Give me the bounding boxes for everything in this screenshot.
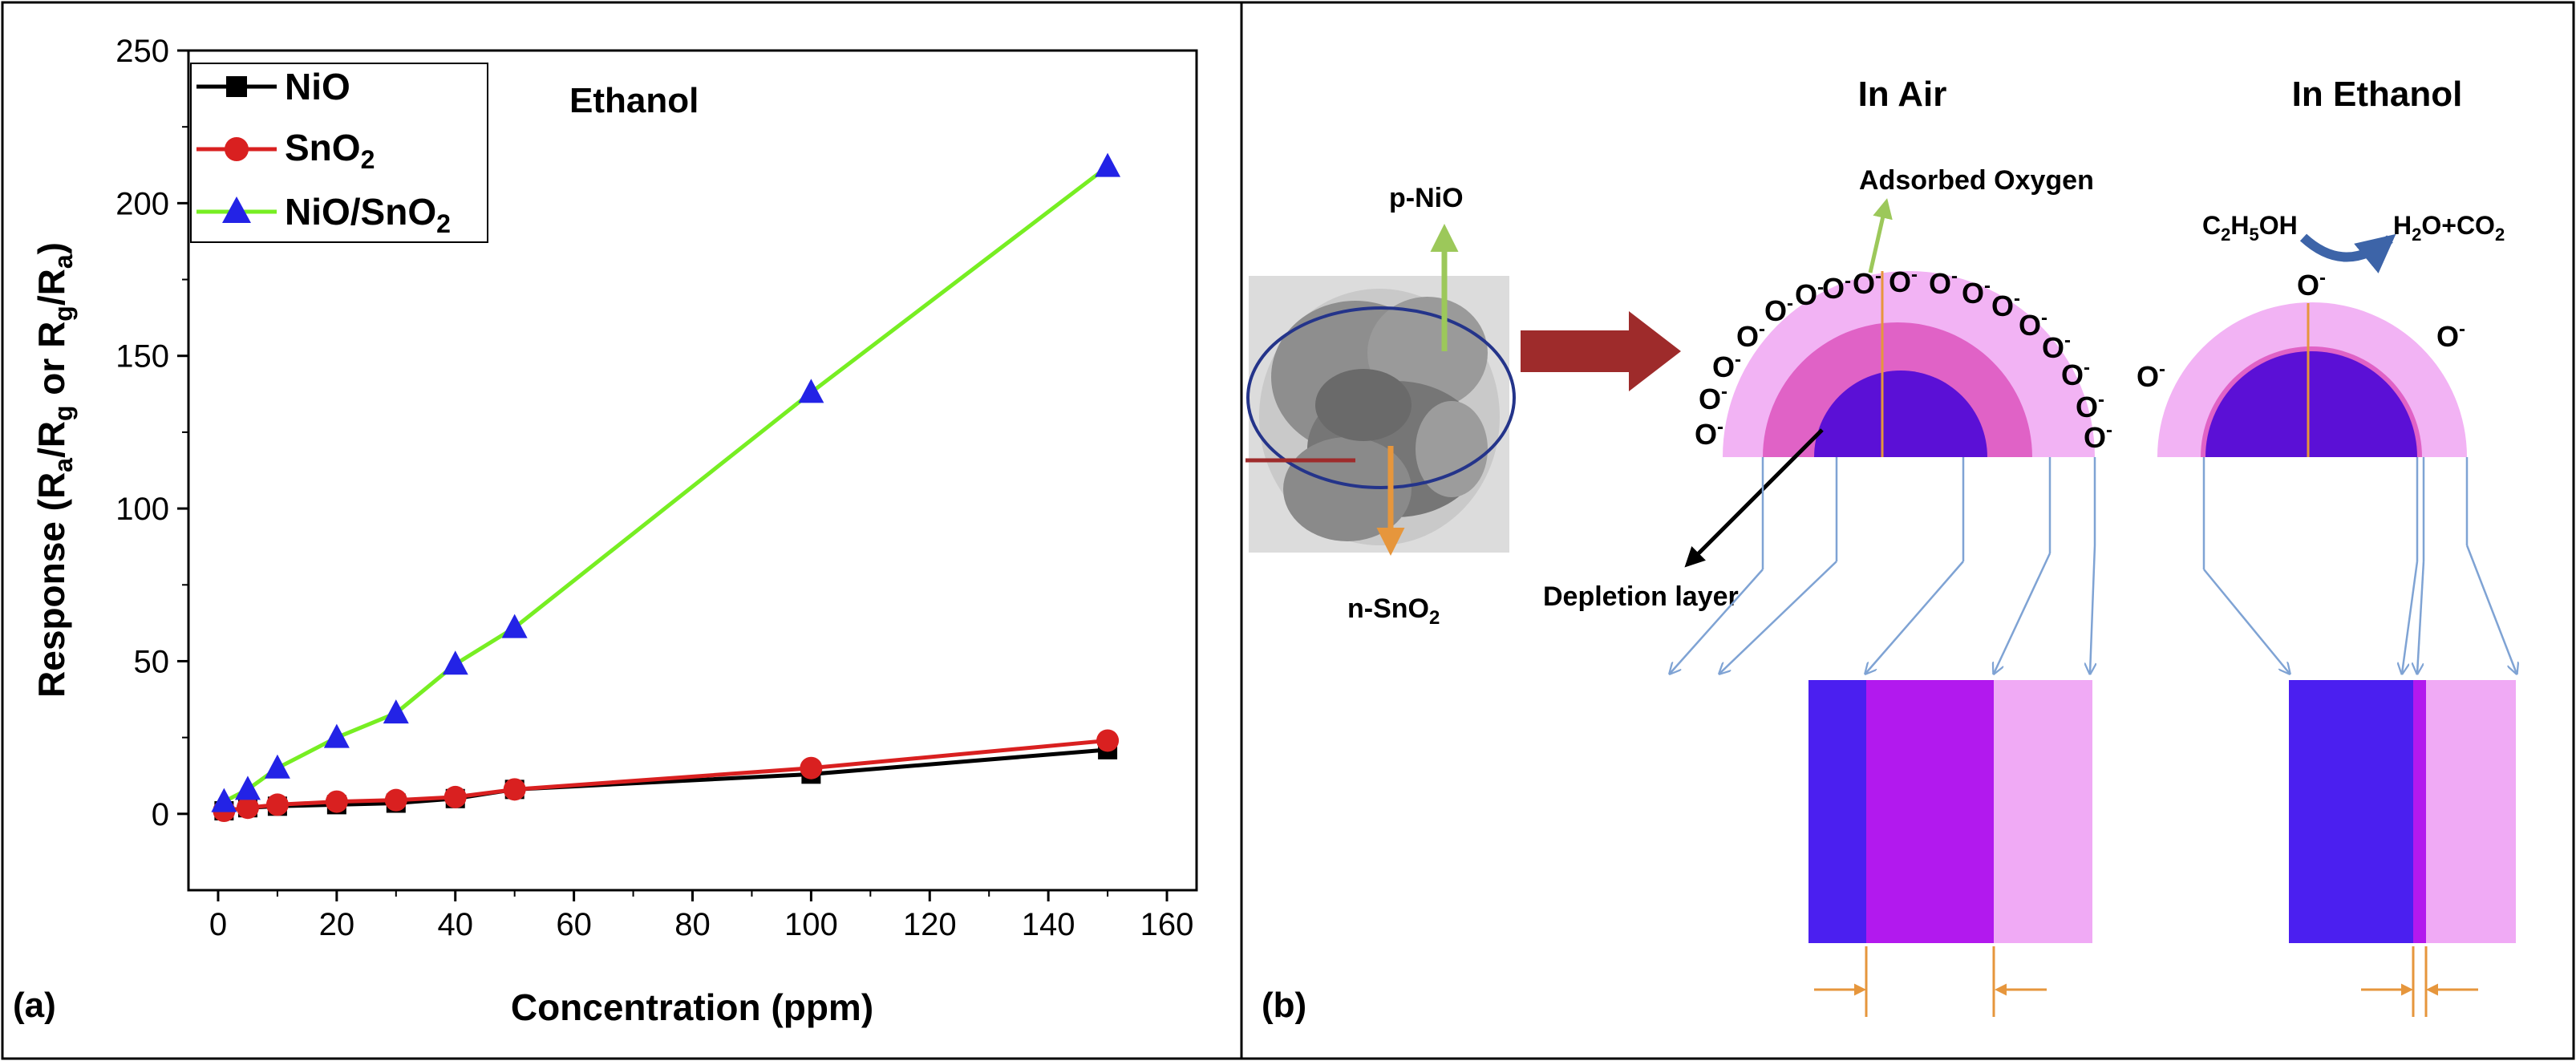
nio-shell-outline xyxy=(1246,306,1516,489)
air-oxygen-ions: O-O-O-O-O- O-O- O- O- O-O-O-O-O-O-O-O- xyxy=(1695,264,2112,454)
transition-arrow xyxy=(1521,311,1681,391)
chart-legend: NiO SnO2 NiO/SnO2 xyxy=(190,63,488,243)
oxygen-ion-label: O- xyxy=(1795,277,1824,311)
data-point-nio-sno2 xyxy=(323,723,350,748)
data-point-sno2 xyxy=(384,788,407,812)
depletion-layer-arrow xyxy=(1684,428,1824,568)
oxygen-ion-label: O- xyxy=(1962,275,1991,310)
p-nio-label: p-NiO xyxy=(1389,183,1464,213)
legend-marker-nio xyxy=(226,76,247,97)
x-tick-label: 80 xyxy=(674,907,711,942)
ethanol-particle xyxy=(2157,302,2467,457)
legend-label-nio: NiO xyxy=(285,66,350,107)
oxygen-ion-label: O- xyxy=(2084,419,2112,454)
air-band-bar xyxy=(1808,680,2092,943)
depletion-layer-label: Depletion layer xyxy=(1543,581,1739,612)
y-tick-label: 50 xyxy=(134,644,170,679)
air-width-indicator xyxy=(1814,946,2047,1017)
x-axis-label: Concentration (ppm) xyxy=(511,986,873,1028)
oxygen-ion-label: O- xyxy=(1695,416,1723,451)
oxygen-ion-label: O- xyxy=(2019,307,2047,342)
ethanol-projection-lines xyxy=(2202,457,2517,674)
data-point-sno2 xyxy=(1096,729,1120,752)
adsorbed-oxygen-label: Adsorbed Oxygen xyxy=(1859,165,2094,196)
data-point-sno2 xyxy=(800,756,823,780)
oxygen-ion-label: O- xyxy=(1889,264,1918,298)
data-point-nio-sno2 xyxy=(442,650,468,675)
x-tick-label: 120 xyxy=(903,907,957,942)
air-projection-lines xyxy=(1670,457,2095,674)
in-ethanol-heading: In Ethanol xyxy=(2292,75,2463,114)
air-core xyxy=(1814,371,1987,457)
oxygen-ion-label: O- xyxy=(1991,288,2020,322)
y-tick-label: 250 xyxy=(115,34,169,69)
y-axis-label: Response (Ra/Rg or Rg/Ra) xyxy=(30,242,78,698)
data-point-sno2 xyxy=(265,793,289,816)
oxygen-ion-label: O- xyxy=(1853,265,1881,300)
oxygen-ion-label: O- xyxy=(2076,389,2104,423)
y-tick-label: 150 xyxy=(115,339,169,375)
data-point-nio-sno2 xyxy=(211,788,237,812)
panel-label-b: (b) xyxy=(1262,986,1306,1025)
in-air-heading: In Air xyxy=(1858,75,1947,114)
oxygen-ion-label: O- xyxy=(1764,293,1793,327)
y-tick-label: 100 xyxy=(115,492,169,527)
oxygen-ion-label: O- xyxy=(1929,265,1958,300)
y-tick-label: 200 xyxy=(115,186,169,221)
legend-marker-nio-sno2 xyxy=(222,196,251,223)
ethanol-core xyxy=(2205,351,2417,457)
oxygen-ion-label: O- xyxy=(2436,318,2465,353)
reaction-curve-arrow xyxy=(2299,233,2396,273)
data-point-nio-sno2 xyxy=(383,699,409,724)
data-point-sno2 xyxy=(444,785,467,808)
legend-label-sno2: SnO2 xyxy=(285,127,375,174)
x-tick-label: 140 xyxy=(1022,907,1075,942)
oxygen-ion-label: O- xyxy=(1712,349,1741,383)
x-tick-label: 100 xyxy=(784,907,838,942)
oxygen-ion-label: O- xyxy=(1736,318,1765,353)
diagram-panel-b: (b) p-NiO n-SnO2 In Air In Ethanol Adsor… xyxy=(1245,75,2517,1025)
oxygen-ion-label: O- xyxy=(2137,358,2165,393)
chart-panel-a: 0 20 40 60 80 100 120 140 160 0 50 100 150 200 250 Eth… xyxy=(13,34,1198,1028)
data-point-nio-sno2 xyxy=(264,754,290,779)
series-line-nio-sno2 xyxy=(223,164,1109,804)
x-tick-label: 60 xyxy=(556,907,592,942)
oxygen-ion-label: O- xyxy=(1822,270,1851,305)
data-point-sno2 xyxy=(236,796,259,820)
x-tick-label: 40 xyxy=(437,907,473,942)
data-point-sno2 xyxy=(503,778,526,801)
oxygen-ion-label: O- xyxy=(2061,357,2090,391)
panel-label-a: (a) xyxy=(13,986,56,1025)
data-point-nio-sno2 xyxy=(501,614,528,638)
product-label: H2O+CO2 xyxy=(2393,211,2505,245)
data-point-nio-sno2 xyxy=(1095,152,1121,177)
data-point-nio-sno2 xyxy=(798,379,824,403)
data-point-nio-sno2 xyxy=(234,776,261,800)
data-point-sno2 xyxy=(325,790,348,813)
ethanol-width-indicator xyxy=(2361,946,2478,1017)
oxygen-ion-label: O- xyxy=(1699,381,1727,415)
reactant-label: C2H5OH xyxy=(2202,211,2298,245)
ethanol-band-bar xyxy=(2289,680,2516,943)
adsorbed-oxygen-arrow xyxy=(1868,198,1893,273)
x-tick-label: 20 xyxy=(319,907,355,942)
sem-particle-image xyxy=(1249,276,1509,553)
air-particle xyxy=(1723,271,2095,457)
legend-label-nio-sno2: NiO/SnO2 xyxy=(285,191,451,238)
y-tick-label: 0 xyxy=(152,797,169,832)
legend-marker-sno2 xyxy=(225,137,249,161)
oxygen-ion-label: O- xyxy=(2297,267,2326,302)
x-tick-label: 0 xyxy=(209,907,227,942)
series-line-sno2 xyxy=(224,738,1108,813)
x-tick-label: 160 xyxy=(1140,907,1194,942)
n-sno2-label: n-SnO2 xyxy=(1347,593,1440,629)
chart-title: Ethanol xyxy=(569,81,699,120)
ethanol-oxygen-ions: O- O- O- xyxy=(2137,267,2465,393)
oxygen-ion-label: O- xyxy=(2042,330,2071,364)
